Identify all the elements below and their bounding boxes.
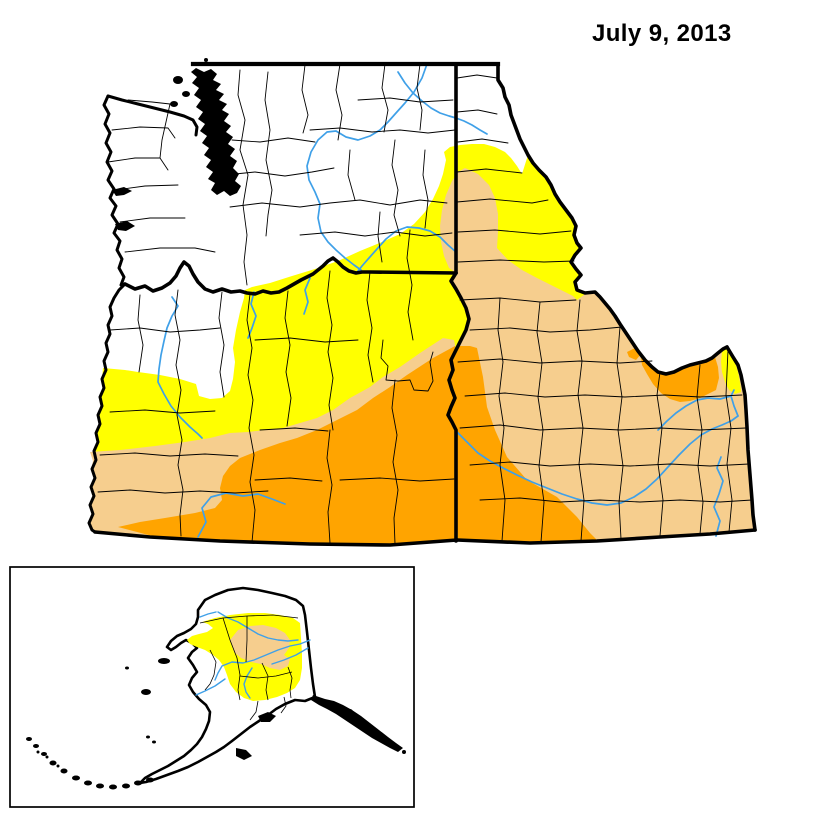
or-id-border — [446, 271, 471, 543]
state-borders — [93, 61, 757, 547]
alaska-borough-lines — [199, 614, 299, 721]
willapa-bay — [115, 221, 135, 231]
or-coast — [87, 282, 127, 534]
alaska-d1-region — [230, 625, 290, 670]
or-south-border — [93, 530, 459, 547]
drought-d0-ne-idaho-patch — [721, 348, 741, 394]
rivers — [157, 63, 739, 538]
coastline — [87, 58, 241, 534]
map-date-label: July 9, 2013 — [592, 20, 732, 47]
puget-sound — [191, 68, 241, 196]
san-juan-islands — [173, 76, 183, 84]
inset-frame — [9, 566, 415, 808]
id-east-border — [725, 345, 757, 532]
wa-or-columbia-border — [123, 256, 458, 296]
alaska-rivers — [195, 611, 311, 699]
grays-harbor — [112, 187, 132, 196]
wa-coast — [102, 94, 127, 287]
main-map — [87, 58, 757, 547]
juan-de-fuca-strait — [106, 94, 199, 137]
alaska-inset — [9, 566, 415, 808]
id-mt-border — [496, 62, 729, 376]
aleutian-islands — [26, 737, 154, 790]
alaska-islands — [125, 658, 276, 760]
alaska-panhandle — [311, 695, 406, 754]
id-south-border — [455, 528, 757, 545]
